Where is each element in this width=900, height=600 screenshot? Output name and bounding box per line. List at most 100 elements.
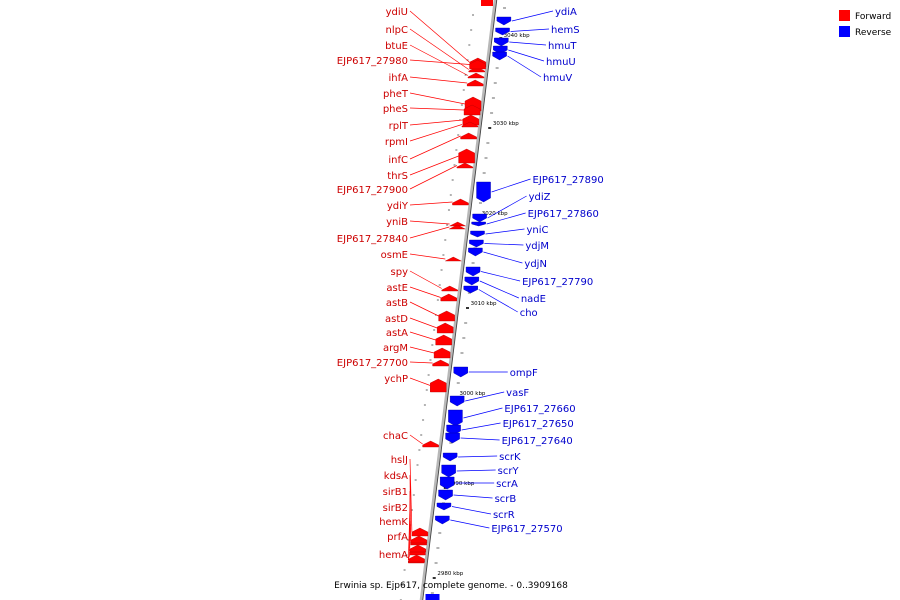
forward-leader — [409, 253, 446, 260]
reverse-leader — [485, 228, 525, 235]
forward-gene-hslJ — [411, 527, 429, 537]
forward-label-astB: astB — [386, 298, 408, 309]
reverse-gene-partial-bottom — [425, 594, 440, 600]
forward-leader — [409, 76, 468, 84]
forward-gene-astD — [436, 322, 454, 334]
forward-label-thrS: thrS — [387, 171, 408, 182]
forward-gene-ydiY — [452, 198, 469, 206]
reverse-label-hmuU: hmuU — [546, 57, 576, 68]
legend-reverse-swatch — [839, 26, 850, 37]
forward-label-infC: infC — [388, 155, 408, 166]
reverse-leader — [487, 195, 527, 219]
forward-label-astD: astD — [385, 314, 408, 325]
reverse-label-hmuT: hmuT — [548, 41, 577, 52]
reverse-gene-hmuV — [492, 51, 507, 61]
tick-label: 2980 kbp — [437, 571, 463, 577]
reverse-leader — [509, 41, 547, 46]
forward-leader — [409, 377, 431, 386]
reverse-gene-scrB — [438, 489, 453, 501]
forward-leader — [409, 434, 423, 445]
forward-label-yniB: yniB — [386, 217, 408, 228]
reverse-gene-hemS — [495, 27, 510, 36]
forward-gene-spy — [441, 285, 458, 292]
reverse-gene-EJP617_27660 — [448, 409, 463, 427]
reverse-leader — [451, 506, 492, 515]
forward-leader — [409, 165, 458, 190]
tick-label: 2990 kbp — [448, 481, 474, 487]
forward-leader — [409, 226, 450, 239]
reverse-label-EJP617_27860: EJP617_27860 — [528, 209, 599, 220]
forward-label-pheT: pheT — [383, 89, 409, 100]
legend-reverse-label: Reverse — [855, 28, 892, 38]
forward-label-EJP617_27980: EJP617_27980 — [337, 56, 408, 67]
forward-gene-hemA — [408, 554, 425, 563]
reverse-label-ompF: ompF — [510, 368, 538, 379]
reverse-label-EJP617_27790: EJP617_27790 — [522, 277, 593, 288]
forward-leader — [409, 301, 439, 317]
reverse-label-ydjM: ydjM — [525, 241, 549, 252]
reverse-label-scrA: scrA — [496, 479, 518, 490]
reverse-leader — [458, 455, 498, 458]
reverse-label-scrY: scrY — [498, 466, 520, 477]
forward-label-nlpC: nlpC — [386, 25, 408, 36]
reverse-gene-scrY — [441, 464, 456, 478]
reverse-gene-ydjM — [469, 239, 484, 248]
forward-leader — [409, 92, 466, 105]
reverse-label-yniC: yniC — [527, 225, 549, 236]
reverse-leader — [480, 271, 521, 282]
map-caption: Erwinia sp. Ejp617, complete genome. - 0… — [334, 581, 568, 591]
reverse-gene-EJP617_27790 — [465, 266, 481, 277]
forward-gene-astB — [438, 310, 455, 322]
forward-label-sirB2: sirB2 — [383, 503, 408, 514]
reverse-leader — [461, 422, 501, 431]
reverse-label-scrK: scrK — [499, 452, 521, 463]
reverse-leader — [478, 289, 518, 313]
reverse-leader — [491, 178, 531, 193]
forward-gene-prfA — [409, 544, 426, 553]
forward-leader — [409, 201, 453, 206]
tick-label: 3030 kbp — [493, 121, 519, 127]
forward-label-chaC: chaC — [383, 431, 408, 442]
forward-leader — [409, 124, 463, 142]
forward-gene-EJP617_27700 — [432, 359, 449, 367]
reverse-gene-nadE — [464, 276, 480, 286]
forward-label-astA: astA — [386, 328, 408, 339]
reverse-label-nadE: nadE — [521, 294, 546, 305]
forward-gene-chaC — [422, 440, 439, 448]
reverse-label-EJP617_27660: EJP617_27660 — [504, 404, 575, 415]
forward-leader — [409, 361, 433, 364]
reverse-leader — [465, 391, 505, 402]
reverse-label-cho: cho — [520, 308, 538, 319]
reverse-leader — [479, 280, 519, 299]
tick-label: 3000 kbp — [460, 391, 486, 397]
legend-forward-label: Forward — [855, 12, 891, 22]
reverse-leader — [484, 243, 524, 246]
reverse-leader — [510, 28, 550, 32]
forward-label-hemA: hemA — [379, 550, 408, 561]
reverse-gene-scrA — [439, 476, 455, 490]
forward-leader — [409, 59, 470, 65]
forward-label-osmE: osmE — [381, 250, 408, 261]
tick-label: 3040 kbp — [504, 33, 530, 39]
reverse-leader — [456, 469, 496, 472]
forward-gene-astA — [435, 334, 452, 346]
forward-label-ydiU: ydiU — [386, 7, 408, 18]
reverse-leader — [483, 251, 523, 264]
reverse-leader — [460, 437, 500, 441]
legend-forward-swatch — [839, 10, 850, 21]
forward-gene-EJP617_27980 — [469, 59, 486, 70]
reverse-leader — [463, 407, 503, 419]
forward-leader — [409, 135, 461, 160]
reverse-label-vasF: vasF — [506, 388, 529, 399]
forward-gene-thrS — [458, 148, 475, 164]
reverse-gene-ydiA — [496, 16, 512, 26]
reverse-leader — [453, 494, 493, 499]
reverse-leader — [511, 10, 554, 22]
reverse-gene-EJP617_27860 — [471, 221, 486, 227]
forward-gene-hemK — [410, 535, 428, 544]
forward-leader — [409, 10, 471, 63]
reverse-gene-cho — [463, 285, 478, 294]
forward-leader — [409, 317, 438, 329]
forward-label-rplT: rplT — [389, 121, 409, 132]
